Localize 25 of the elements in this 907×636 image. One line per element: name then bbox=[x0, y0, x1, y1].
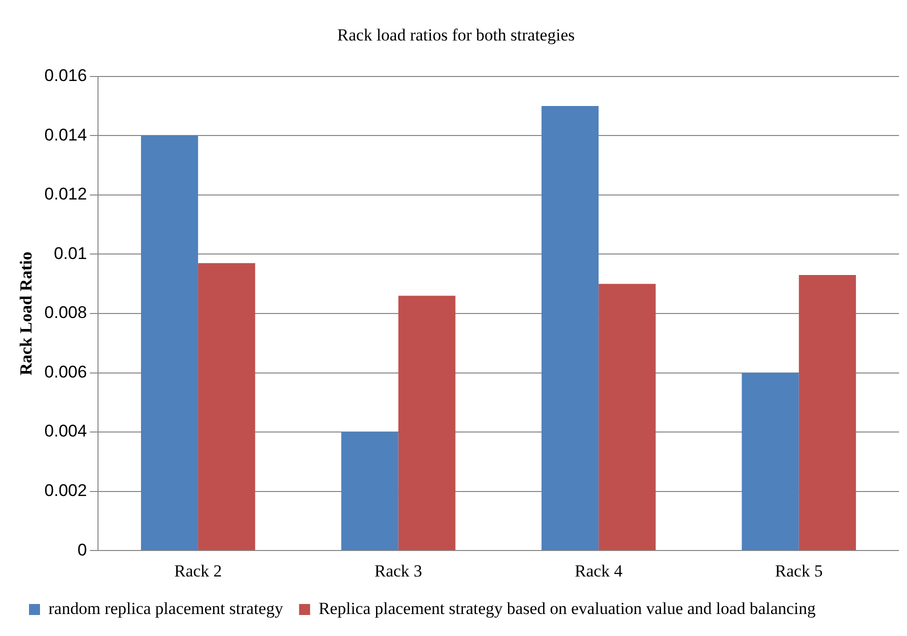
y-tick-label: 0.002 bbox=[44, 481, 87, 500]
bar bbox=[398, 296, 456, 550]
y-tick-label: 0.012 bbox=[44, 184, 87, 204]
y-tick-label: 0.006 bbox=[44, 362, 87, 382]
legend-label: random replica placement strategy bbox=[48, 598, 284, 618]
x-tick-label: Rack 2 bbox=[174, 561, 222, 580]
y-tick-label: 0.008 bbox=[44, 303, 87, 322]
y-tick-label: 0.004 bbox=[44, 422, 87, 441]
bar bbox=[198, 263, 256, 550]
bar bbox=[542, 106, 599, 550]
x-tick-label: Rack 3 bbox=[374, 561, 422, 580]
bar bbox=[798, 274, 856, 550]
bar bbox=[141, 136, 198, 550]
y-axis-title: Rack Load Ratio bbox=[16, 252, 36, 376]
y-tick-label: 0.01 bbox=[54, 244, 87, 263]
y-tick-label: 0 bbox=[77, 540, 87, 560]
y-tick-label: 0.016 bbox=[44, 66, 87, 86]
bar bbox=[341, 432, 398, 550]
x-tick-label: Rack 5 bbox=[775, 561, 823, 580]
legend-label: Replica placement strategy based on evaluation value and load balancing bbox=[318, 598, 816, 618]
x-tick-label: Rack 4 bbox=[574, 561, 623, 580]
bar bbox=[598, 284, 656, 550]
chart-title: Rack load ratios for both strategies bbox=[337, 26, 575, 45]
y-tick-label: 0.014 bbox=[44, 125, 87, 144]
bar bbox=[742, 372, 799, 550]
